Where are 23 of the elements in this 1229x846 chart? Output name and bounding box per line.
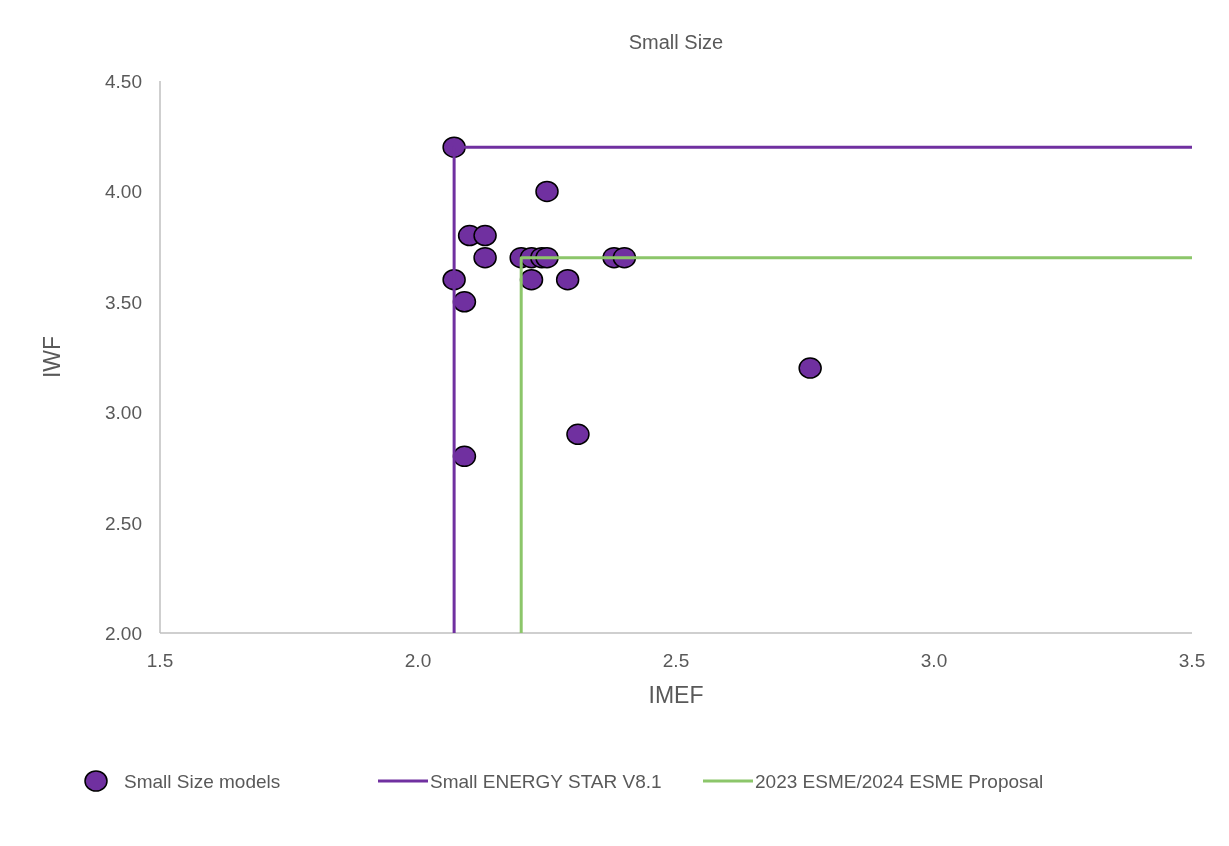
y-tick-label: 4.00 [105,181,142,203]
chart-title: Small Size [628,31,724,53]
y-tick-label: 3.00 [105,402,142,424]
point [566,423,590,446]
y-tick-label: 2.00 [105,623,142,644]
point [535,180,559,203]
y-tick-label: 3.50 [105,291,142,313]
x-tick-label: 3.5 [1178,650,1206,671]
x-axis-title: IMEF [648,682,704,708]
x-tick-label: 2.5 [662,650,690,671]
legend-label: Small Size models [124,771,281,792]
point [798,357,822,379]
x-tick-label: 3.0 [920,650,948,671]
point [555,268,580,291]
legend-label: Small ENERGY STAR V8.1 [430,771,662,792]
x-tick-label: 2.0 [404,650,432,671]
point [473,246,497,269]
x-tick-label: 1.5 [146,650,174,671]
y-axis-title: IWF [39,335,65,379]
y-tick-label: 2.50 [105,512,142,534]
legend-label: 2023 ESME/2024 ESME Proposal [755,771,1044,792]
point [473,224,497,247]
y-tick-label: 4.50 [105,71,142,92]
